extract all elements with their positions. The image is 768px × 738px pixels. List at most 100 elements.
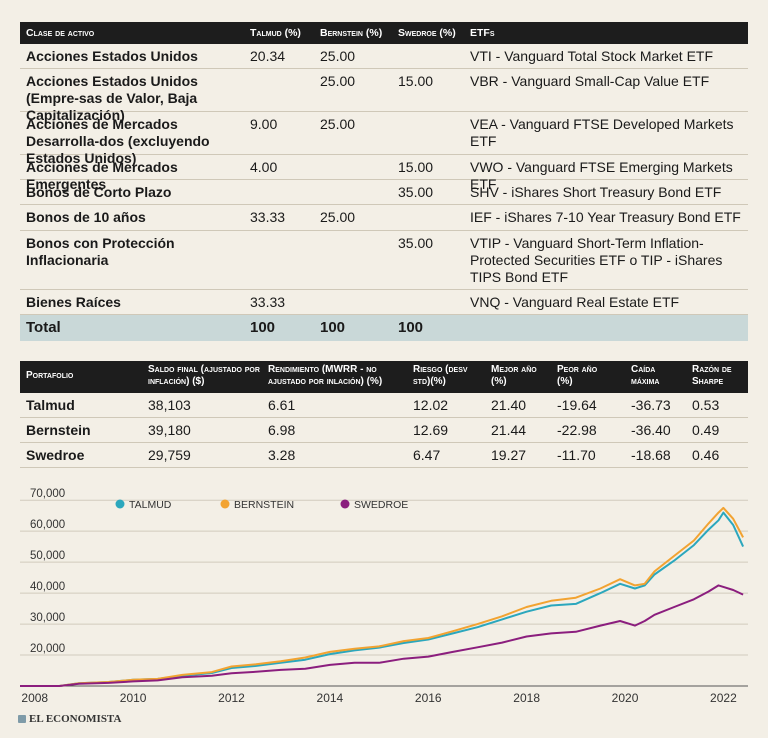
header-peor: Peor año (%) [557,364,598,387]
peor-value: -19.64 [557,397,597,413]
publisher-logo: EL ECONOMISTA [18,713,121,725]
bernstein-value: 25.00 [320,116,356,132]
header-talmud: Talmud (%) [250,27,301,39]
legend-label-talmud: TALMUD [129,499,172,511]
table-row: Acciones Estados Unidos 20.34 25.00 VTI … [20,44,748,69]
etf-value: VTI - Vanguard Total Stock Market ETF [470,48,714,64]
x-tick-label: 2018 [513,691,540,705]
x-tick-label: 2012 [218,691,245,705]
legend-label-bernstein: BERNSTEIN [234,499,294,511]
legend-label-swedroe: SWEDROE [354,499,408,511]
swedroe-value: 15.00 [398,73,434,89]
etf-value: VEA - Vanguard FTSE Developed Markets ET… [470,116,734,149]
saldo-value: 38,103 [148,397,191,413]
y-tick-label: 70,000 [30,488,65,500]
legend-marker-bernstein [220,499,230,509]
legend-marker-swedroe [340,499,350,509]
x-tick-label: 2010 [120,691,147,705]
header-saldo: Saldo final (ajustado por inflación) ($) [148,364,260,387]
riesgo-value: 12.02 [413,397,449,413]
asset-label: Bonos de Corto Plazo [26,184,172,200]
talmud-value: 20.34 [250,48,286,64]
logo-text: EL ECONOMISTA [29,713,122,725]
talmud-value: 9.00 [250,116,278,132]
sharpe-value: 0.46 [692,447,720,463]
peor-value: -22.98 [557,422,597,438]
header-asset-class: Clase de activo [26,27,95,39]
asset-label: Acciones de Mercados Emergentes [26,159,178,192]
etf-value: VNQ - Vanguard Real Estate ETF [470,294,680,310]
etf-value: VTIP - Vanguard Short-Term Inflation-Pro… [470,235,723,285]
peor-value: -11.70 [557,447,596,463]
total-talmud: 100 [250,319,276,336]
rend-value: 6.61 [268,397,296,413]
etf-value: IEF - iShares 7-10 Year Treasury Bond ET… [470,209,741,225]
talmud-value: 4.00 [250,159,278,175]
sharpe-value: 0.53 [692,397,720,413]
portfolio-name: Bernstein [26,422,91,438]
asset-label: Acciones Estados Unidos [26,48,198,64]
mejor-value: 21.40 [491,397,527,413]
riesgo-value: 12.69 [413,422,449,438]
swedroe-value: 15.00 [398,159,434,175]
sharpe-value: 0.49 [692,422,720,438]
header-bernstein: Bernstein (%) [320,27,383,39]
etf-value: SHV - iShares Short Treasury Bond ETF [470,184,722,200]
x-tick-label: 2022 [710,691,737,705]
asset-label: Acciones Estados Unidos (Empre-sas de Va… [26,73,198,123]
table-row: Bonos de 10 años 33.33 25.00 IEF - iShar… [20,205,748,231]
table-row: Bienes Raíces 33.33 VNQ - Vanguard Real … [20,290,748,315]
performance-table-header: Portafolio Saldo final (ajustado por inf… [20,361,748,393]
etf-value: VBR - Vanguard Small-Cap Value ETF [470,73,710,89]
series-line-bernstein [20,506,744,687]
table-row: Swedroe 29,759 3.28 6.47 19.27 -11.70 -1… [20,443,748,468]
header-sharpe: Razón de Sharpe [692,364,732,387]
etf-value: VWO - Vanguard FTSE Emerging Markets ETF [470,159,733,192]
bernstein-value: 25.00 [320,48,356,64]
portfolio-growth-chart: 20,000 30,000 40,000 50,000 60,000 70,000 2008… [20,488,748,705]
bernstein-value: 25.00 [320,209,356,225]
total-swedroe: 100 [398,319,424,336]
swedroe-value: 35.00 [398,184,434,200]
total-bernstein: 100 [320,319,346,336]
y-tick-label: 50,000 [30,550,65,562]
rend-value: 3.28 [268,447,296,463]
riesgo-value: 6.47 [413,447,441,463]
y-tick-label: 40,000 [30,581,65,593]
asset-label: Bienes Raíces [26,294,121,310]
table-row: Acciones de Mercados Desarrolla-dos (exc… [20,112,748,166]
asset-label: Bonos de 10 años [26,209,146,225]
y-tick-label: 60,000 [30,519,65,531]
header-etfs: ETFs [470,27,495,39]
table-row: Bonos de Corto Plazo 35.00 SHV - iShares… [20,180,748,205]
talmud-value: 33.33 [250,209,286,225]
header-swedroe: Swedroe (%) [398,27,456,39]
caida-value: -36.40 [631,422,671,438]
header-portfolio: Portafolio [26,370,74,381]
series-line-swedroe [20,584,744,687]
header-riesgo: Riesgo (desv std)(%) [413,364,468,387]
swedroe-value: 35.00 [398,235,434,251]
table-row: Bonos con Protección Inflacionaria 35.00… [20,231,748,290]
header-rendimiento: Rendimiento (MWRR - no ajustado por inla… [268,364,383,387]
portfolio-name: Swedroe [26,447,85,463]
saldo-value: 39,180 [148,422,191,438]
legend-marker-talmud [115,499,125,509]
performance-table: Portafolio Saldo final (ajustado por inf… [20,361,748,468]
table-row: Acciones de Mercados Emergentes 4.00 15.… [20,155,748,192]
asset-label: Acciones de Mercados Desarrolla-dos (exc… [26,116,210,166]
saldo-value: 29,759 [148,447,191,463]
x-tick-label: 2020 [612,691,639,705]
logo-icon [18,715,26,723]
total-label: Total [26,319,61,336]
mejor-value: 19.27 [491,447,527,463]
allocation-table: Clase de activo Talmud (%) Bernstein (%)… [20,22,748,341]
x-tick-label: 2014 [317,691,344,705]
total-row: Total 100 100 100 [20,315,748,341]
y-tick-label: 20,000 [30,643,65,655]
caida-value: -36.73 [631,397,671,413]
caida-value: -18.68 [631,447,671,463]
bernstein-value: 25.00 [320,73,356,89]
allocation-table-header: Clase de activo Talmud (%) Bernstein (%)… [20,22,748,44]
asset-label: Bonos con Protección Inflacionaria [26,235,175,268]
